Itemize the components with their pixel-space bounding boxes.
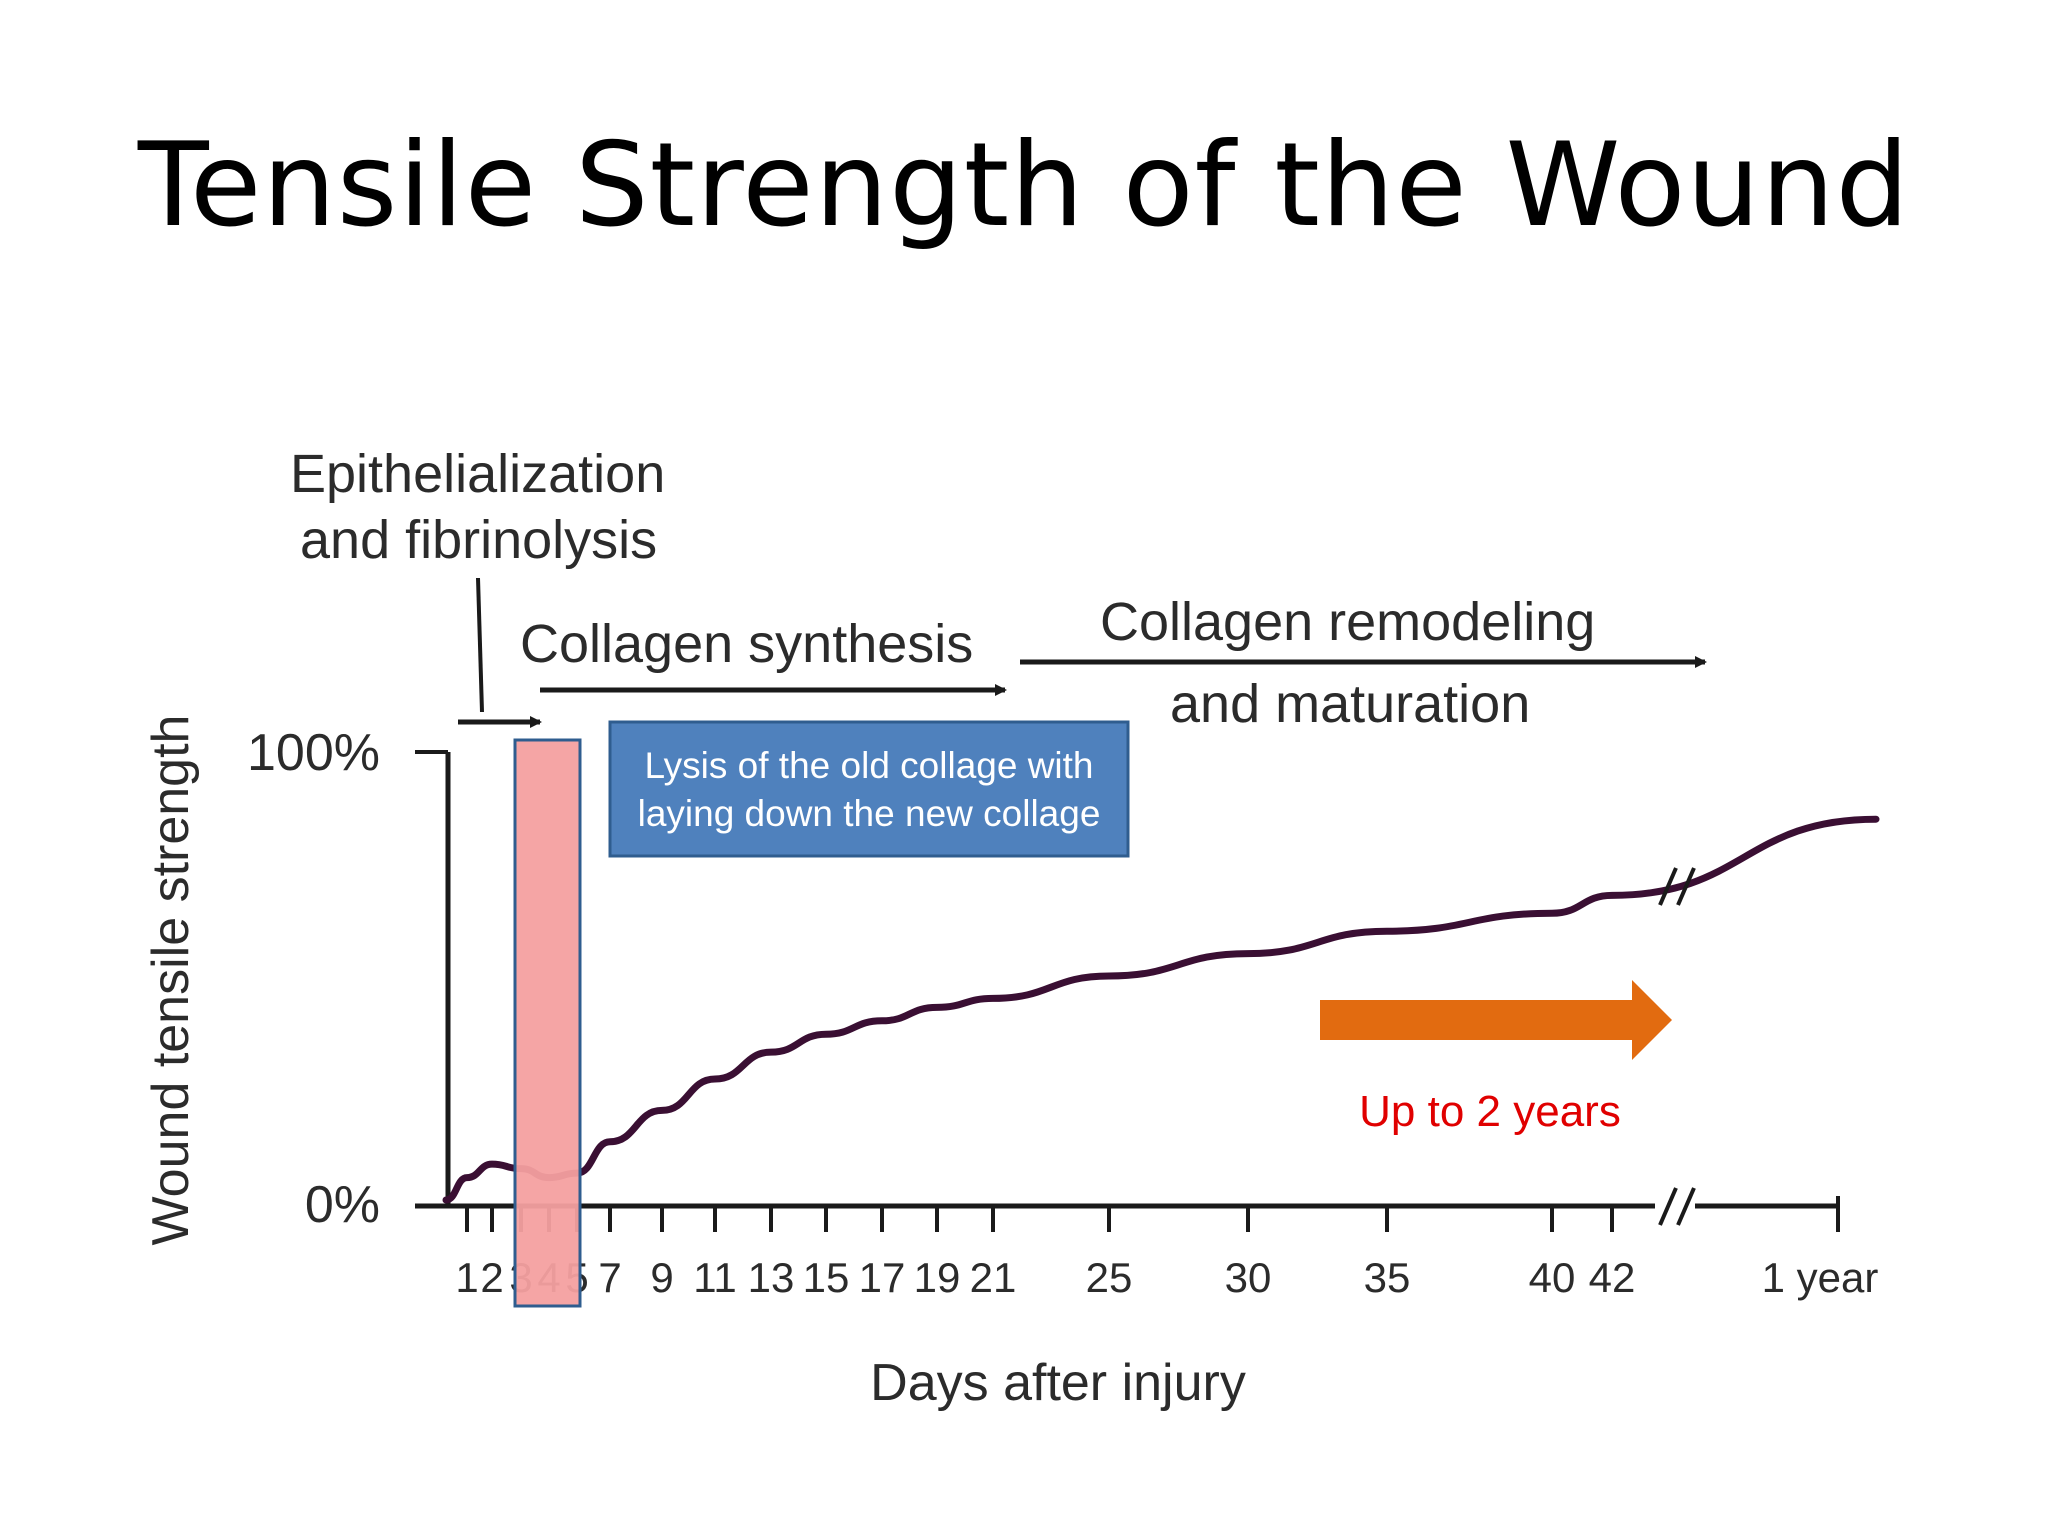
x-tick-label-13: 13 xyxy=(748,1254,795,1301)
callout-text-line1: Lysis of the old collage with xyxy=(644,745,1093,786)
phase-label-remodeling-line2: and maturation xyxy=(1170,674,1530,734)
x-tick-label-11: 11 xyxy=(693,1254,737,1301)
phase-arrow-epithelialization-down xyxy=(476,577,484,713)
phase-label-epithelialization-line2: and fibrinolysis xyxy=(300,510,657,570)
x-tick-label-35: 35 xyxy=(1364,1254,1411,1301)
x-axis-label: Days after injury xyxy=(870,1354,1246,1412)
x-tick-label-19: 19 xyxy=(914,1254,961,1301)
x-tick-label-40: 40 xyxy=(1529,1254,1576,1301)
y-tick-label-0: 0% xyxy=(305,1176,380,1234)
x-tick-label-21: 21 xyxy=(970,1254,1017,1301)
duration-arrow xyxy=(1320,980,1672,1060)
y-tick-label-100: 100% xyxy=(247,724,380,782)
slide-title: Tensile Strength of the Wound xyxy=(137,118,1911,253)
duration-note: Up to 2 years xyxy=(1359,1087,1621,1136)
phase-label-collagen-synthesis: Collagen synthesis xyxy=(520,614,973,674)
callout-text-line2: laying down the new collage xyxy=(638,793,1101,834)
x-tick-label-17: 17 xyxy=(859,1254,906,1301)
x-tick-label-2: 2 xyxy=(480,1254,503,1301)
line-axis-break xyxy=(1658,867,1696,906)
callout-box xyxy=(608,720,1130,858)
x-tick-label-25: 25 xyxy=(1086,1254,1133,1301)
highlight-box-days-3-4 xyxy=(513,738,582,1308)
x-ticks: 123457911131517192125303540421 year xyxy=(455,1206,1878,1301)
x-tick-label-7: 7 xyxy=(598,1254,621,1301)
phase-label-epithelialization-line1: Epithelialization xyxy=(290,444,665,504)
x-tick-label-15: 15 xyxy=(803,1254,850,1301)
x-tick-label-9: 9 xyxy=(650,1254,673,1301)
x-tick-label-1-year: 1 year xyxy=(1762,1254,1879,1301)
y-axis-label: Wound tensile strength xyxy=(142,715,200,1246)
x-tick-label-1: 1 xyxy=(455,1254,478,1301)
phase-label-remodeling-line1: Collagen remodeling xyxy=(1100,592,1595,652)
x-tick-label-30: 30 xyxy=(1225,1254,1272,1301)
x-axis-break xyxy=(1658,1187,1696,1226)
x-tick-label-42: 42 xyxy=(1589,1254,1636,1301)
